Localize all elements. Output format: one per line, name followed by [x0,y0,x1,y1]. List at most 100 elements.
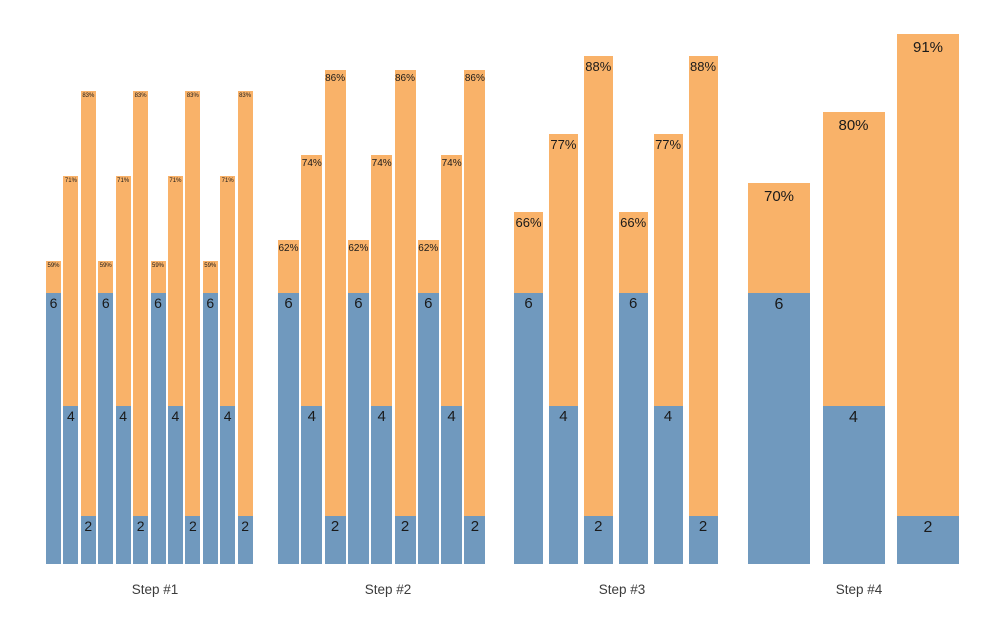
percent-label: 71% [117,178,130,185]
percent-label: 70% [763,188,795,206]
bar-top-segment [464,69,486,564]
percent-label: 88% [585,58,612,74]
percent-label: 74% [301,157,322,169]
bar-base-segment [371,405,393,564]
bar-base-segment [394,515,416,564]
value-label: 4 [849,408,858,426]
bar-base-segment [514,293,543,564]
bar: 62% 6 [347,239,369,564]
bar: 83% 2 [133,91,149,564]
bar: 83% 2 [185,91,201,564]
bar-base-segment [202,292,218,564]
bar: 62% 6 [278,239,299,564]
value-label: 6 [154,294,162,311]
group-axis-label: Step #1 [131,582,179,597]
bar: 66% 6 [618,211,648,564]
percent-label: 62% [278,242,299,254]
bar-base-segment [618,293,648,564]
value-label: 4 [223,407,232,424]
bar: 59% 6 [202,261,218,564]
bar-base-segment [237,515,253,564]
bar-base-segment [653,405,683,564]
value-label: 6 [524,295,533,312]
value-label: 2 [923,518,933,536]
bar: 59% 6 [98,261,114,564]
percent-label: 66% [620,214,647,230]
percent-label: 83% [82,93,95,100]
bar: 59% 6 [150,261,166,564]
value-label: 4 [559,407,568,425]
bar: 86% 2 [394,69,416,564]
percent-label: 66% [515,214,542,230]
value-label: 2 [84,517,93,534]
value-label: 6 [629,295,638,312]
bar: 88% 2 [688,55,718,564]
bar-top-segment [133,91,149,564]
bar-base-segment [324,515,346,564]
bar: 74% 4 [371,154,393,564]
bar-base-segment [115,405,131,564]
bar-base-segment [748,292,810,564]
percent-label: 86% [325,72,346,84]
value-label: 6 [49,294,58,311]
bar: 70% 6 [748,183,810,564]
value-label: 2 [470,517,480,535]
bar: 86% 2 [324,69,346,564]
percent-label: 59% [204,263,217,270]
bar-base-segment [464,515,486,564]
bar-base-segment [63,405,79,564]
bar: 74% 4 [301,154,323,564]
bar-base-segment [185,515,201,564]
value-label: 6 [774,295,784,313]
percent-label: 71% [221,178,234,185]
percent-label: 74% [371,157,392,169]
value-label: 2 [698,517,708,535]
bar-base-segment [347,292,369,564]
bar: 71% 4 [115,176,131,564]
value-label: 2 [241,517,249,534]
value-label: 4 [663,407,673,425]
percent-label: 77% [550,136,577,152]
bar-base-segment [150,292,166,564]
value-label: 4 [67,407,75,424]
percent-label: 83% [186,93,199,100]
bar-base-segment [548,405,578,564]
value-label: 6 [206,294,215,311]
bar: 77% 4 [653,133,683,564]
value-label: 6 [284,294,293,312]
bar: 66% 6 [514,211,543,564]
percent-label: 59% [152,263,165,270]
value-label: 2 [188,517,197,534]
percent-label: 62% [418,242,439,254]
value-label: 6 [354,294,363,312]
bar-top-segment [688,55,718,564]
bar: 83% 2 [237,91,253,564]
bar: 71% 4 [220,176,236,564]
bar: 77% 4 [548,133,578,564]
value-label: 4 [171,407,180,424]
percent-label: 77% [655,136,682,152]
bar-base-segment [278,292,299,564]
bar: 83% 2 [80,91,96,564]
bar-top-segment [324,69,346,564]
bar-top-segment [185,91,201,564]
bar-base-segment [822,405,885,564]
group-axis-label: Step #2 [364,582,412,597]
bar-base-segment [167,405,183,564]
value-label: 4 [119,407,128,424]
value-label: 4 [447,407,456,425]
bar-base-segment [98,292,114,564]
bar-base-segment [133,515,149,564]
bar: 62% 6 [417,239,439,564]
bar-base-segment [80,515,96,564]
value-label: 2 [400,517,410,535]
bar: 71% 4 [167,176,183,564]
bar: 91% 2 [897,34,959,564]
value-label: 2 [330,517,340,535]
bar-base-segment [301,405,323,564]
group-axis-label: Step #4 [835,582,883,597]
bar: 59% 6 [46,261,61,564]
group-axis-label: Step #3 [598,582,646,597]
percent-label: 71% [169,178,182,185]
bar-top-segment [80,91,96,564]
